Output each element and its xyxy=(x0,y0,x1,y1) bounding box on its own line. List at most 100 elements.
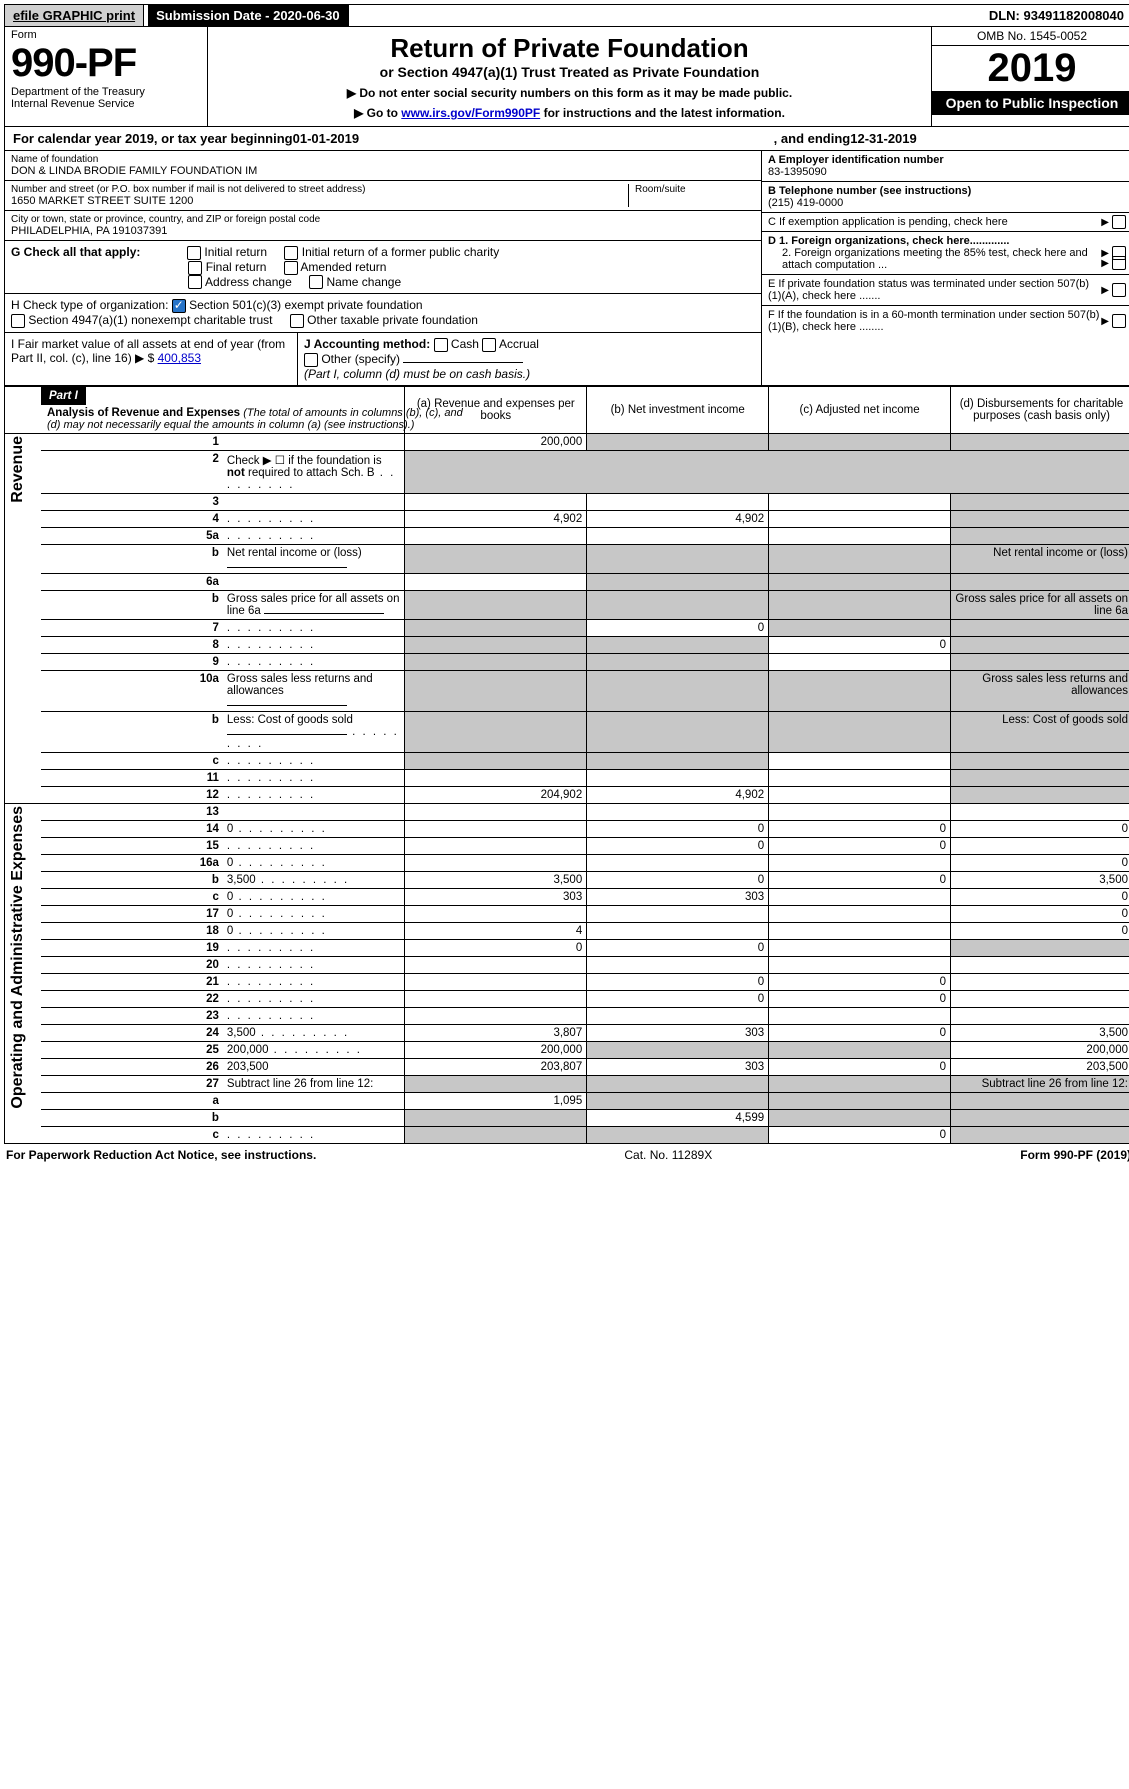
box-i: I Fair market value of all assets at end… xyxy=(5,333,298,385)
table-row: 44,9024,902 xyxy=(5,510,1129,527)
col-b: (b) Net investment income xyxy=(587,386,769,433)
g-initial-public[interactable]: Initial return of a former public charit… xyxy=(284,245,499,260)
table-row: 9 xyxy=(5,653,1129,670)
g-initial[interactable]: Initial return xyxy=(187,245,267,260)
table-row: bNet rental income or (loss) Net rental … xyxy=(5,544,1129,573)
box-d2-check[interactable] xyxy=(1112,256,1126,270)
efile-btn[interactable]: efile GRAPHIC print xyxy=(5,5,144,26)
table-row: 11 xyxy=(5,769,1129,786)
entity-info: Name of foundation DON & LINDA BRODIE FA… xyxy=(4,151,1129,386)
top-bar: efile GRAPHIC print Submission Date - 20… xyxy=(4,4,1129,27)
box-f-check[interactable] xyxy=(1112,314,1126,328)
box-h: H Check type of organization: Section 50… xyxy=(5,294,761,333)
form-number: 990-PF xyxy=(11,41,201,86)
omb-no: OMB No. 1545-0052 xyxy=(932,27,1129,46)
d2-label: 2. Foreign organizations meeting the 85%… xyxy=(768,247,1102,271)
footer-right: Form 990-PF (2019) xyxy=(1020,1148,1129,1162)
table-row: 12204,9024,902 xyxy=(5,786,1129,803)
expenses-side: Operating and Administrative Expenses xyxy=(9,806,27,1109)
room-label: Room/suite xyxy=(635,184,755,195)
table-row: b3,5003,500003,500 xyxy=(5,871,1129,888)
table-row: a1,095 xyxy=(5,1092,1129,1109)
street-address: 1650 MARKET STREET SUITE 1200 xyxy=(11,195,628,207)
table-row: 2200 xyxy=(5,990,1129,1007)
table-row: bGross sales price for all assets on lin… xyxy=(5,590,1129,619)
open-inspection: Open to Public Inspection xyxy=(932,91,1129,115)
table-row: 16a00 xyxy=(5,854,1129,871)
city-label: City or town, state or province, country… xyxy=(11,214,755,225)
table-row: 26203,500203,8073030203,500 xyxy=(5,1058,1129,1075)
g-name[interactable]: Name change xyxy=(309,275,401,290)
table-row: 3 xyxy=(5,493,1129,510)
box-g: G Check all that apply: Initial return I… xyxy=(5,241,761,294)
j-cash[interactable]: Cash xyxy=(434,337,479,351)
table-row: 70 xyxy=(5,619,1129,636)
tax-year: 2019 xyxy=(932,46,1129,91)
j-accrual[interactable]: Accrual xyxy=(482,337,539,351)
city-state-zip: PHILADELPHIA, PA 191037391 xyxy=(11,225,755,237)
name-label: Name of foundation xyxy=(11,154,755,165)
instructions-link[interactable]: www.irs.gov/Form990PF xyxy=(401,106,540,120)
table-row: c03033030 xyxy=(5,888,1129,905)
c-label: C If exemption application is pending, c… xyxy=(768,216,1008,228)
ein-label: A Employer identification number xyxy=(768,154,944,166)
form-subtitle: or Section 4947(a)(1) Trust Treated as P… xyxy=(218,64,921,80)
footer-left: For Paperwork Reduction Act Notice, see … xyxy=(6,1148,316,1162)
h-501c3[interactable]: Section 501(c)(3) exempt private foundat… xyxy=(172,298,423,313)
table-row: 2100 xyxy=(5,973,1129,990)
table-row: 1700 xyxy=(5,905,1129,922)
dept: Department of the Treasury xyxy=(11,86,201,98)
table-row: 5a xyxy=(5,527,1129,544)
revenue-side: Revenue xyxy=(9,436,27,503)
table-row: c0 xyxy=(5,1126,1129,1143)
table-row: 10aGross sales less returns and allowanc… xyxy=(5,670,1129,711)
table-row: b4,599 xyxy=(5,1109,1129,1126)
fmv-link[interactable]: 400,853 xyxy=(158,351,201,365)
ein: 83-1395090 xyxy=(768,166,827,178)
h-4947[interactable]: Section 4947(a)(1) nonexempt charitable … xyxy=(11,313,272,328)
phone: (215) 419-0000 xyxy=(768,197,843,209)
table-row: bLess: Cost of goods sold Less: Cost of … xyxy=(5,711,1129,752)
form-title: Return of Private Foundation xyxy=(218,33,921,64)
j-other[interactable]: Other (specify) xyxy=(304,352,400,366)
note-2: ▶ Go to www.irs.gov/Form990PF for instru… xyxy=(218,106,921,120)
g-address[interactable]: Address change xyxy=(188,275,291,290)
table-row: 1500 xyxy=(5,837,1129,854)
irs: Internal Revenue Service xyxy=(11,98,201,110)
table-row: 6a xyxy=(5,573,1129,590)
g-final[interactable]: Final return xyxy=(188,260,266,275)
table-row: 1900 xyxy=(5,939,1129,956)
foundation-name: DON & LINDA BRODIE FAMILY FOUNDATION IM xyxy=(11,165,755,177)
calendar-year-row: For calendar year 2019, or tax year begi… xyxy=(4,127,1129,151)
d1-label: D 1. Foreign organizations, check here..… xyxy=(768,235,1009,247)
table-row: 80 xyxy=(5,636,1129,653)
addr-label: Number and street (or P.O. box number if… xyxy=(11,184,628,195)
box-e-check[interactable] xyxy=(1112,283,1126,297)
f-label: F If the foundation is in a 60-month ter… xyxy=(768,309,1099,333)
table-row: Revenue1200,000 xyxy=(5,433,1129,450)
table-row: Operating and Administrative Expenses13 xyxy=(5,803,1129,820)
h-other[interactable]: Other taxable private foundation xyxy=(290,313,478,328)
page-footer: For Paperwork Reduction Act Notice, see … xyxy=(4,1144,1129,1166)
col-c: (c) Adjusted net income xyxy=(769,386,951,433)
table-row: 243,5003,80730303,500 xyxy=(5,1024,1129,1041)
box-c-check[interactable] xyxy=(1112,215,1126,229)
dln: DLN: 93491182008040 xyxy=(981,5,1129,26)
table-row: 2Check ▶ ☐ if the foundation is not requ… xyxy=(5,450,1129,493)
footer-mid: Cat. No. 11289X xyxy=(624,1148,712,1162)
table-row: 27Subtract line 26 from line 12:Subtract… xyxy=(5,1075,1129,1092)
box-j: J Accounting method: Cash Accrual Other … xyxy=(298,333,545,385)
form-label: Form xyxy=(11,29,201,41)
table-row: 20 xyxy=(5,956,1129,973)
submission-date: Submission Date - 2020-06-30 xyxy=(148,5,349,26)
phone-label: B Telephone number (see instructions) xyxy=(768,185,971,197)
part1-label: Part I xyxy=(41,387,86,405)
col-d: (d) Disbursements for charitable purpose… xyxy=(951,386,1129,433)
table-row: c xyxy=(5,752,1129,769)
e-label: E If private foundation status was termi… xyxy=(768,278,1089,302)
note-1: ▶ Do not enter social security numbers o… xyxy=(218,86,921,100)
g-amended[interactable]: Amended return xyxy=(284,260,387,275)
table-row: 140000 xyxy=(5,820,1129,837)
form-header: Form 990-PF Department of the Treasury I… xyxy=(4,27,1129,127)
table-row: 25200,000200,000200,000 xyxy=(5,1041,1129,1058)
